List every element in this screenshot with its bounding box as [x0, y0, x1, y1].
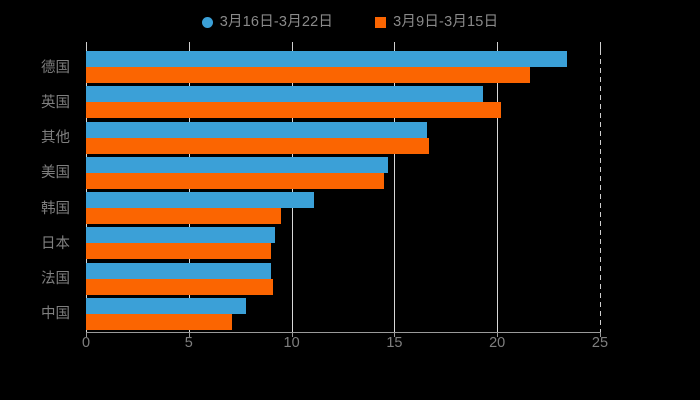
gridline	[600, 50, 601, 332]
x-axis-label: 25	[591, 335, 609, 351]
legend-entry-series-0[interactable]: 3月16日-3月22日	[201, 13, 334, 30]
y-axis-label: 日本	[41, 235, 70, 252]
x-axis-label: 0	[81, 335, 91, 351]
x-axis-tick	[291, 332, 293, 337]
x-axis-label: 5	[184, 335, 193, 351]
bar-1[interactable]	[86, 102, 502, 119]
y-axis-label: 英国	[41, 94, 70, 111]
bar-1[interactable]	[86, 278, 274, 295]
bar-0[interactable]	[86, 227, 276, 244]
gridline	[394, 50, 396, 332]
bar-1[interactable]	[86, 243, 272, 260]
bar-group	[86, 121, 600, 156]
bar-1[interactable]	[86, 313, 232, 330]
bar-group	[86, 191, 600, 226]
bar-group	[86, 297, 600, 332]
x-axis-tick	[497, 332, 499, 337]
bar-0[interactable]	[86, 297, 247, 314]
x-axis-top-tick	[291, 42, 293, 50]
x-axis-top-tick	[600, 42, 601, 50]
bar-group	[86, 262, 600, 297]
bar-1[interactable]	[86, 137, 430, 154]
x-axis-line	[86, 332, 601, 333]
legend-entry-series-1[interactable]: 3月9日-3月15日	[375, 15, 498, 30]
legend-label-series-0: 3月16日-3月22日	[219, 13, 334, 30]
legend-marker-square-icon	[375, 16, 387, 28]
bar-0[interactable]	[86, 192, 315, 208]
bar-0[interactable]	[86, 262, 272, 279]
y-axis-label: 美国	[41, 165, 70, 182]
legend-marker-circle-icon	[201, 16, 213, 28]
y-axis-label: 韩国	[41, 200, 70, 217]
y-axis-label: 法国	[41, 271, 70, 288]
chart-legend: 3月16日-3月22日 3月9日-3月15日	[0, 8, 700, 36]
x-axis-label: 15	[386, 335, 403, 351]
y-axis-tick-labels: 德国英国其他美国韩国日本法国中国	[0, 50, 78, 332]
bar-0[interactable]	[86, 86, 483, 103]
x-axis-label: 20	[489, 335, 506, 351]
bar-group	[86, 50, 600, 85]
x-axis-tick	[394, 332, 396, 337]
bar-0[interactable]	[86, 156, 389, 173]
x-axis-top-tick	[394, 42, 396, 50]
bar-group	[86, 226, 600, 261]
x-axis-tick	[600, 332, 601, 337]
gridline	[188, 50, 190, 332]
x-axis-label: 10	[283, 335, 300, 351]
x-axis-tick-labels: 0 5 10 15 20 25	[82, 335, 608, 358]
bar-1[interactable]	[86, 172, 385, 189]
y-axis-label: 德国	[41, 59, 70, 76]
x-axis-top-tick	[188, 42, 190, 50]
x-axis-top-tick	[497, 42, 499, 50]
y-axis-line	[86, 50, 87, 332]
x-axis-tick	[188, 332, 190, 337]
x-axis-tick	[86, 332, 87, 337]
bar-1[interactable]	[86, 208, 282, 224]
bar-0[interactable]	[86, 51, 568, 67]
y-axis-label: 中国	[41, 306, 70, 323]
gridline	[291, 50, 293, 332]
bar-1[interactable]	[86, 67, 531, 83]
bar-group	[86, 156, 600, 191]
bar-0[interactable]	[86, 121, 428, 138]
bar-group	[86, 85, 600, 120]
gridline	[497, 50, 499, 332]
plot-area	[86, 50, 601, 332]
legend-label-series-1: 3月9日-3月15日	[393, 13, 499, 30]
x-axis-top-tick	[86, 42, 87, 50]
y-axis-label: 其他	[41, 130, 70, 147]
